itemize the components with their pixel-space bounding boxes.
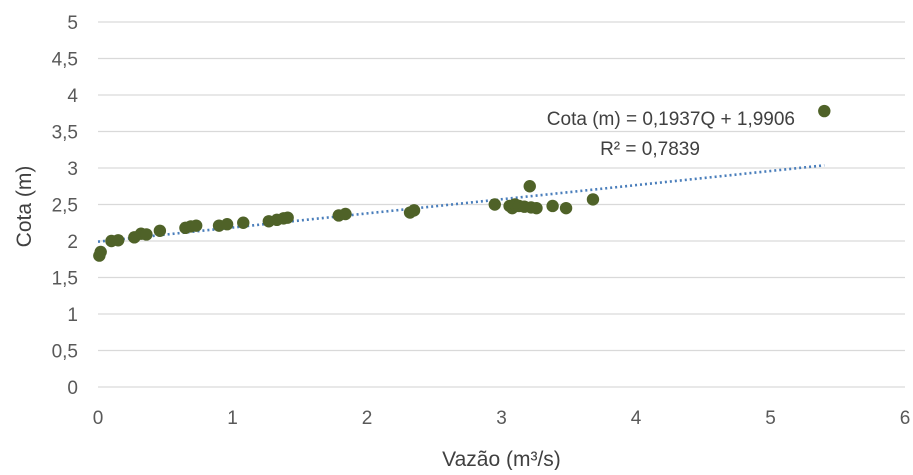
data-point	[281, 211, 294, 224]
trendline	[97, 164, 825, 243]
data-point	[220, 218, 234, 231]
y-axis-title: Cota (m)	[13, 166, 36, 248]
y-tick-label: 0,5	[52, 342, 78, 363]
x-tick-label: 0	[93, 408, 104, 429]
y-tick-label: 2	[67, 232, 78, 253]
y-tick-label: 5	[67, 13, 78, 34]
data-point	[189, 219, 203, 232]
x-tick-label: 1	[227, 408, 238, 429]
y-tick-label: 4	[67, 86, 78, 107]
data-point	[559, 201, 573, 215]
x-tick-label: 3	[496, 408, 507, 429]
data-points	[93, 104, 831, 262]
r-squared-label: R² = 0,7839	[600, 139, 700, 160]
x-axis-title: Vazão (m³/s)	[442, 448, 561, 470]
y-tick-label: 0	[67, 378, 78, 399]
x-tick-label: 6	[900, 408, 911, 429]
data-point	[407, 204, 421, 217]
trendline-equation: Cota (m) = 0,1937Q + 1,9906	[547, 109, 795, 130]
data-point	[546, 199, 559, 213]
y-tick-label: 4,5	[52, 50, 78, 71]
data-point	[94, 245, 107, 259]
y-tick-label: 3,5	[52, 123, 78, 144]
data-point	[530, 201, 543, 215]
x-tick-labels: 0 1 2 3 4 5 6	[93, 408, 911, 429]
data-point	[140, 228, 153, 241]
x-tick-label: 5	[765, 408, 776, 429]
x-tick-label: 2	[362, 408, 373, 429]
data-point	[153, 224, 167, 237]
data-point	[523, 180, 536, 193]
data-point	[488, 198, 501, 211]
y-tick-label: 1	[67, 305, 78, 326]
data-point	[111, 234, 125, 247]
y-tick-label: 1,5	[52, 269, 78, 290]
y-tick-label: 3	[67, 159, 78, 180]
data-point	[237, 216, 250, 229]
data-point	[586, 193, 600, 206]
data-point	[339, 207, 352, 221]
x-tick-label: 4	[631, 408, 642, 429]
y-tick-label: 2,5	[52, 196, 78, 217]
gridlines	[98, 21, 905, 388]
y-tick-labels: 0 0,5 1 1,5 2 2,5 3 3,5 4 4,5 5	[52, 13, 79, 399]
data-point	[818, 104, 831, 118]
